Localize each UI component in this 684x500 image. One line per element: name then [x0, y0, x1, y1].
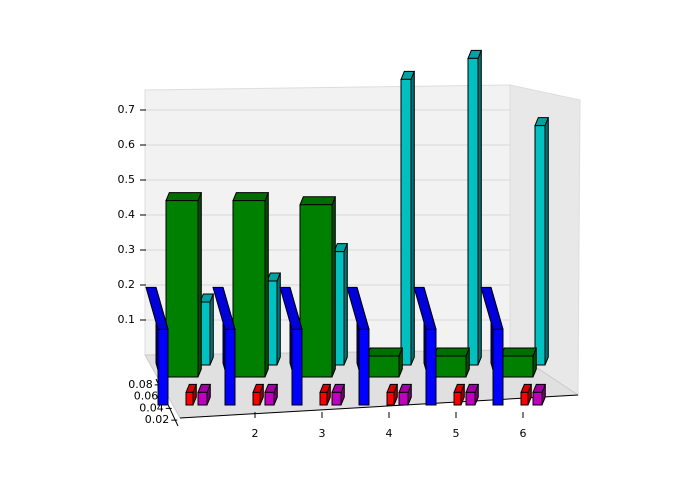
bar-face — [197, 391, 208, 406]
bar-face — [232, 200, 266, 378]
bar-face — [165, 200, 199, 378]
bar — [366, 347, 404, 378]
x-tick-label: 5 — [453, 427, 460, 440]
bar — [413, 286, 437, 406]
z-tick-label: 0.6 — [118, 138, 136, 151]
bar — [398, 383, 413, 406]
bar — [266, 272, 282, 366]
bar-face — [465, 391, 476, 406]
bar — [465, 383, 480, 406]
bar-face — [165, 192, 203, 202]
y-tick-label: 0.08 — [128, 378, 153, 391]
bar — [520, 383, 533, 406]
bar — [165, 192, 203, 378]
bar-face — [299, 196, 337, 206]
x-tick-label: 6 — [520, 427, 527, 440]
bar — [232, 192, 270, 378]
z-tick-label: 0.5 — [118, 173, 136, 186]
bar-face — [264, 391, 275, 406]
bar — [212, 286, 236, 406]
bar-face — [358, 328, 370, 406]
bar-face — [532, 391, 543, 406]
bar-face — [398, 391, 409, 406]
bar-face — [492, 328, 504, 406]
bar-face — [224, 328, 236, 406]
z-tick-label: 0.7 — [118, 103, 136, 116]
bar-face — [319, 391, 328, 406]
bar — [532, 383, 547, 406]
bar-face — [433, 355, 467, 378]
bar-face — [331, 391, 342, 406]
bar-face — [366, 347, 404, 357]
bar — [333, 243, 349, 366]
bar — [331, 383, 346, 406]
x-tick-label: 4 — [386, 427, 393, 440]
x-tick-label: 2 — [252, 427, 259, 440]
bar-face — [252, 391, 261, 406]
bar — [197, 383, 212, 406]
bar — [500, 347, 538, 378]
bar — [264, 383, 279, 406]
bar-face — [534, 125, 546, 366]
bar-face — [366, 355, 400, 378]
bar — [319, 383, 332, 406]
bar-face — [157, 328, 169, 406]
bar-face — [500, 347, 538, 357]
bar-face — [425, 328, 437, 406]
bar — [185, 383, 198, 406]
bar — [534, 117, 550, 366]
bar-face — [467, 57, 479, 366]
bar — [299, 196, 337, 378]
bar-face — [386, 391, 395, 406]
bar — [453, 383, 466, 406]
bar — [467, 49, 483, 366]
bar-face — [433, 347, 471, 357]
bar-face — [291, 328, 303, 406]
bar-face — [520, 391, 529, 406]
bar-face — [500, 355, 534, 378]
bar-face — [185, 391, 194, 406]
bar-face — [400, 78, 412, 366]
y-tick-label: 0.02 — [145, 413, 170, 426]
bar-face — [453, 391, 462, 406]
bar — [480, 286, 504, 406]
bar — [199, 293, 215, 366]
bar-face — [232, 192, 270, 202]
z-tick-label: 0.2 — [118, 278, 136, 291]
bar — [145, 286, 169, 406]
bar — [433, 347, 471, 378]
y-tick-label: 0.06 — [134, 390, 159, 403]
bar — [279, 286, 303, 406]
z-tick-label: 0.4 — [118, 208, 136, 221]
bar-face — [299, 204, 333, 378]
z-tick-label: 0.1 — [118, 313, 136, 326]
bar — [400, 70, 416, 366]
z-tick-label: 0.3 — [118, 243, 136, 256]
bar — [386, 383, 399, 406]
x-tick-label: 3 — [319, 427, 326, 440]
bar — [252, 383, 265, 406]
x-axis — [179, 394, 579, 419]
bar — [346, 286, 370, 406]
